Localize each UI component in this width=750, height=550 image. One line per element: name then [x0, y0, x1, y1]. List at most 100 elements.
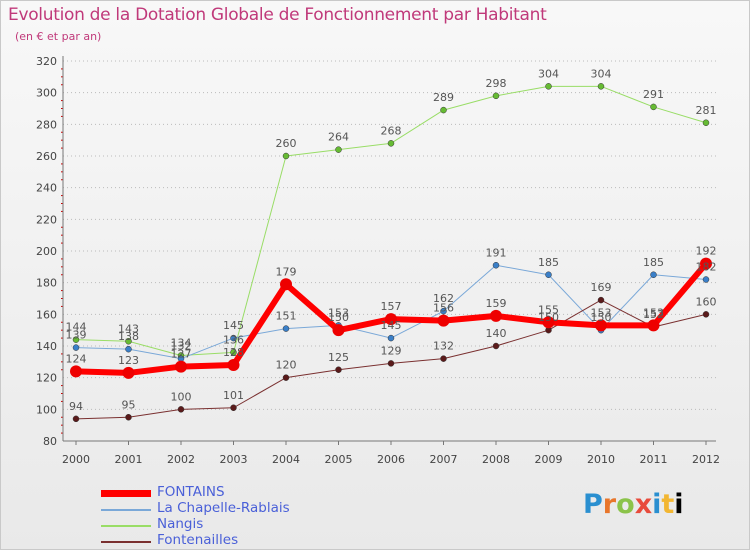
- legend-label: La Chapelle-Rablais: [157, 500, 290, 516]
- data-label: 127: [171, 348, 192, 361]
- data-label: 123: [118, 354, 139, 367]
- data-point: [542, 316, 555, 329]
- data-point: [227, 359, 240, 371]
- x-tick-label: 2004: [272, 453, 300, 466]
- logo-letter: P: [583, 489, 603, 520]
- legend-label: Nangis: [157, 516, 204, 532]
- data-point: [332, 324, 345, 337]
- legend-swatch: [101, 541, 151, 543]
- data-point: [230, 349, 237, 356]
- data-label: 298: [486, 77, 507, 90]
- data-label: 132: [171, 340, 192, 353]
- data-label: 145: [223, 319, 244, 332]
- data-point: [387, 334, 395, 342]
- y-tick-label: 280: [36, 118, 57, 131]
- x-tick-label: 2008: [482, 453, 510, 466]
- y-tick-label: 240: [36, 182, 57, 195]
- data-label: 132: [433, 340, 454, 353]
- x-tick-label: 2005: [325, 453, 353, 466]
- y-tick-label: 120: [36, 372, 57, 385]
- x-tick-label: 2000: [62, 453, 90, 466]
- data-label: 150: [591, 311, 612, 324]
- data-point: [125, 338, 132, 345]
- data-label: 151: [276, 310, 297, 323]
- data-label: 143: [118, 322, 139, 335]
- data-label: 160: [696, 295, 717, 308]
- data-point: [492, 262, 500, 269]
- data-point: [650, 271, 657, 278]
- data-point: [280, 278, 292, 291]
- data-point: [492, 92, 500, 100]
- data-point: [650, 103, 657, 111]
- data-label: 124: [66, 352, 87, 365]
- data-point: [440, 355, 447, 362]
- data-label: 144: [66, 321, 87, 334]
- data-label: 140: [486, 327, 507, 340]
- data-point: [230, 404, 237, 411]
- data-point: [125, 345, 132, 353]
- x-tick-label: 2009: [535, 453, 563, 466]
- data-label: 145: [381, 319, 402, 332]
- x-tick-label: 2012: [692, 453, 720, 466]
- y-tick-label: 260: [36, 150, 57, 163]
- data-point: [177, 406, 185, 413]
- data-label: 120: [276, 359, 297, 372]
- data-label: 289: [433, 91, 454, 104]
- data-point: [702, 311, 710, 318]
- data-point: [335, 146, 342, 153]
- data-point: [335, 366, 342, 373]
- y-tick-label: 160: [36, 308, 57, 321]
- x-tick-label: 2001: [115, 453, 143, 466]
- data-point: [440, 307, 447, 315]
- logo-letter: i: [674, 489, 684, 520]
- data-label: 304: [538, 67, 559, 80]
- data-label: 139: [66, 329, 87, 342]
- data-label: 94: [69, 400, 83, 413]
- x-tick-label: 2002: [167, 453, 195, 466]
- data-point: [122, 366, 135, 379]
- data-label: 138: [118, 330, 139, 343]
- legend-swatch: [101, 490, 151, 497]
- data-label: 136: [223, 333, 244, 346]
- data-point: [175, 360, 187, 373]
- data-point: [595, 319, 607, 332]
- data-label: 153: [591, 306, 612, 319]
- chart-title: Evolution de la Dotation Globale de Fonc…: [8, 5, 547, 25]
- data-point: [125, 414, 132, 421]
- data-point: [702, 119, 710, 126]
- data-point: [72, 415, 80, 423]
- logo-letter: i: [652, 489, 662, 520]
- data-label: 150: [328, 311, 349, 324]
- data-point: [282, 152, 290, 160]
- y-tick-label: 80: [43, 435, 57, 448]
- data-label: 101: [223, 389, 244, 402]
- data-point: [70, 365, 82, 378]
- data-point: [702, 276, 710, 283]
- y-tick-label: 300: [36, 87, 57, 100]
- data-label: 260: [276, 137, 297, 150]
- y-tick-label: 320: [36, 55, 57, 68]
- data-label: 304: [591, 67, 612, 80]
- data-label: 159: [486, 297, 507, 310]
- data-point: [230, 334, 237, 342]
- data-point: [387, 360, 395, 367]
- data-point: [647, 319, 660, 332]
- data-point: [597, 296, 605, 304]
- data-label: 150: [538, 311, 559, 324]
- chart-subtitle: (en € et par an): [15, 30, 102, 43]
- data-label: 134: [171, 337, 192, 350]
- proxiti-logo: Proxiti: [583, 489, 684, 520]
- data-label: 179: [276, 265, 297, 278]
- data-point: [545, 83, 552, 90]
- x-tick-label: 2006: [377, 453, 405, 466]
- data-label: 100: [171, 390, 192, 403]
- data-label: 156: [433, 302, 454, 315]
- data-label: 153: [328, 306, 349, 319]
- data-point: [545, 271, 552, 278]
- data-point: [385, 313, 397, 326]
- data-point: [282, 374, 290, 381]
- legend-label: Fontenailles: [157, 532, 239, 548]
- data-label: 129: [381, 344, 402, 357]
